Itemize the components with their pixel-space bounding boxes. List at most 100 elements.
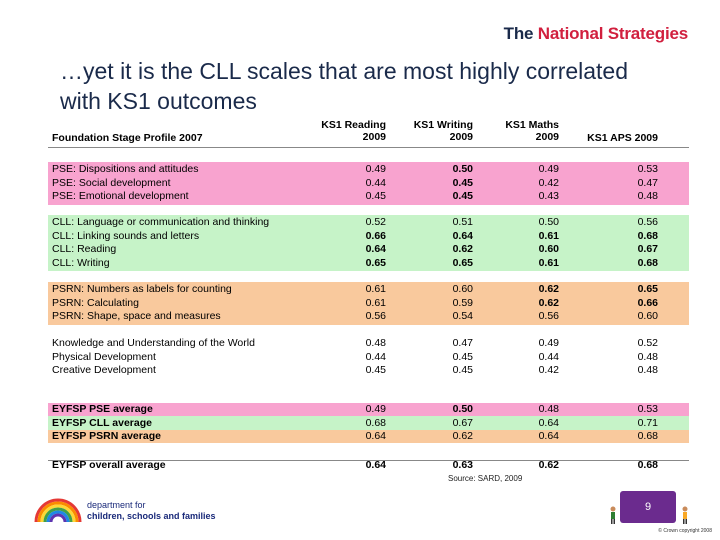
page-number: 9 [620,491,676,523]
row-value: 0.43 [538,190,559,202]
footer-rule [48,460,689,461]
table-row: Physical Development 0.44 0.45 0.44 0.48 [48,351,689,364]
row-value: 0.62 [538,296,559,309]
row-value: 0.45 [452,190,473,202]
row-value: 0.50 [452,403,473,415]
row-value: 0.56 [365,310,386,322]
row-value: 0.45 [365,190,386,202]
dept-line1: department for [87,500,146,510]
table-row: EYFSP overall average 0.64 0.63 0.62 0.68 [48,459,689,472]
row-label: EYFSP PSRN average [52,430,161,442]
row-value: 0.48 [637,350,658,363]
row-value: 0.61 [538,256,559,269]
row-value: 0.48 [365,337,386,349]
row-value: 0.61 [365,283,386,295]
row-value: 0.45 [452,364,473,376]
row-value: 0.56 [637,216,658,228]
row-value: 0.45 [452,176,473,189]
row-label: CLL: Writing [52,256,110,269]
row-label: PSE: Emotional development [52,190,189,202]
row-value: 0.62 [452,430,473,442]
row-value: 0.65 [365,256,386,269]
row-value: 0.48 [637,364,658,376]
row-value: 0.51 [452,216,473,228]
header-rule [48,147,689,148]
dept-line2: children, schools and families [87,511,216,521]
row-value: 0.64 [365,459,386,471]
row-value: 0.50 [452,163,473,175]
row-label: EYFSP overall average [52,459,166,471]
table-row: PSRN: Shape, space and measures 0.56 0.54 0… [48,310,689,323]
row-value: 0.47 [637,176,658,189]
slide-title: …yet it is the CLL scales that are most … [60,58,629,114]
table-row: CLL: Reading 0.64 0.62 0.60 0.67 [48,243,689,256]
dcsf-logo-text: department for children, schools and fam… [87,500,216,522]
row-value: 0.60 [452,283,473,295]
row-value: 0.42 [538,176,559,189]
row-value: 0.56 [538,310,559,322]
header-ks1-maths-line1: KS1 Maths [505,119,559,131]
row-value: 0.68 [637,459,658,471]
table-row: EYFSP CLL average 0.68 0.67 0.64 0.71 [48,417,689,430]
row-value: 0.68 [365,416,386,429]
row-value: 0.62 [538,283,559,295]
row-label: CLL: Language or communication and think… [52,216,270,228]
row-value: 0.64 [538,416,559,429]
row-value: 0.53 [637,163,658,175]
row-value: 0.48 [637,190,658,202]
row-label: PSRN: Numbers as labels for counting [52,283,232,295]
row-value: 0.65 [637,283,658,295]
table-row: CLL: Writing 0.65 0.65 0.61 0.68 [48,257,689,270]
row-value: 0.54 [452,310,473,322]
table-row: EYFSP PSE average 0.49 0.50 0.48 0.53 [48,403,689,416]
row-value: 0.64 [452,229,473,242]
table-row: Creative Development 0.45 0.45 0.42 0.48 [48,364,689,377]
brand-the: The [503,24,538,43]
row-label: PSRN: Calculating [52,296,139,309]
table-row: PSRN: Numbers as labels for counting 0.61… [48,283,689,296]
row-label: PSE: Dispositions and attitudes [52,163,199,175]
row-label: Physical Development [52,350,156,363]
row-label: PSRN: Shape, space and measures [52,310,221,322]
row-value: 0.68 [637,229,658,242]
row-value: 0.64 [365,430,386,442]
row-label: Knowledge and Understanding of the World [52,337,255,349]
row-value: 0.62 [452,243,473,255]
row-label: EYFSP CLL average [52,416,152,429]
table-row: CLL: Language or communication and think… [48,216,689,229]
table-row: PSRN: Calculating 0.61 0.59 0.62 0.66 [48,297,689,310]
row-value: 0.71 [637,416,658,429]
group-band-pink [48,162,689,205]
row-value: 0.44 [365,350,386,363]
row-value: 0.67 [452,416,473,429]
row-value: 0.47 [452,337,473,349]
row-value: 0.63 [452,459,473,471]
row-value: 0.45 [452,350,473,363]
row-value: 0.53 [637,403,658,415]
row-value: 0.61 [365,296,386,309]
table-row: PSE: Dispositions and attitudes 0.49 0.50 0… [48,163,689,176]
row-value: 0.45 [365,364,386,376]
rainbow-logo [33,496,83,529]
row-value: 0.65 [452,256,473,269]
row-label: CLL: Linking sounds and letters [52,229,200,242]
row-value: 0.68 [637,430,658,442]
header-ks1-reading: KS1 Reading 2009 [316,119,386,143]
row-value: 0.62 [538,459,559,471]
row-value: 0.48 [538,403,559,415]
brand-logo: The National Strategies [503,24,689,44]
row-value: 0.61 [538,229,559,242]
row-value: 0.64 [538,430,559,442]
header-ks1-reading-line1: KS1 Reading [321,119,386,131]
header-ks1-maths-line2: 2009 [535,131,559,143]
child-figure-icon [680,506,690,524]
group-band-orange [48,282,689,325]
header-ks1-writing-line1: KS1 Writing [413,119,473,131]
table-row: Knowledge and Understanding of the World… [48,337,689,350]
row-value: 0.67 [637,243,658,255]
row-label: PSE: Social development [52,176,171,189]
row-value: 0.49 [365,163,386,175]
row-value: 0.49 [538,337,559,349]
table-row: PSE: Social development 0.44 0.45 0.42 0.47 [48,177,689,190]
row-value: 0.44 [538,350,559,363]
